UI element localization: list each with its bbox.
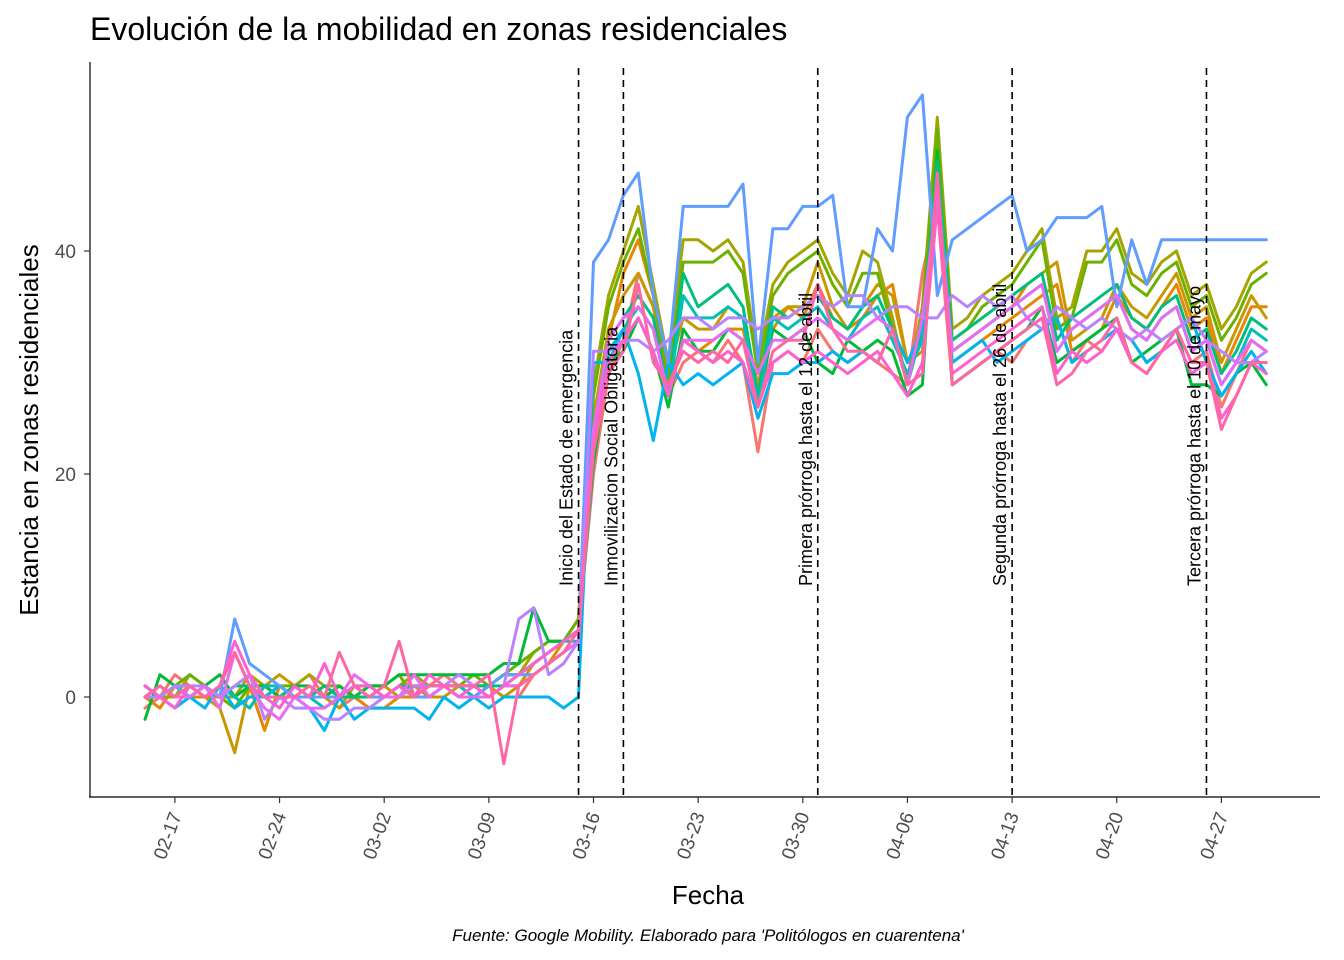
y-tick-label: 20 [55,465,76,486]
series-line [143,193,1268,721]
series-line [143,171,1268,766]
y-tick-label: 40 [55,242,76,263]
y-tick-label: 0 [65,688,76,709]
event-label: Inicio del Estado de emergencia [557,329,577,586]
chart-caption: Fuente: Google Mobility. Elaborado para … [452,926,965,945]
x-axis-title: Fecha [672,880,745,910]
event-label: Tercera prórroga hasta el 10 de mayo [1184,286,1204,586]
y-axis-title: Estancia en zonas residenciales [14,244,44,615]
series-line [143,160,1268,699]
y-axis-ticks: 0 20 40 [55,242,90,709]
series-layer [143,93,1268,766]
event-label: Segunda prórroga hasta el 26 de abril [990,284,1010,586]
series-line [143,93,1268,699]
series-line [143,126,1268,710]
event-label: Primera prórroga hasta el 12 de abril [796,293,816,586]
event-label: Inmovilizacion Social Obligatoria [601,326,621,586]
events-layer: Inicio del Estado de emergencia Inmoviliz… [557,68,1208,797]
chart-title: Evolución de la mobilidad en zonas resid… [90,11,787,47]
